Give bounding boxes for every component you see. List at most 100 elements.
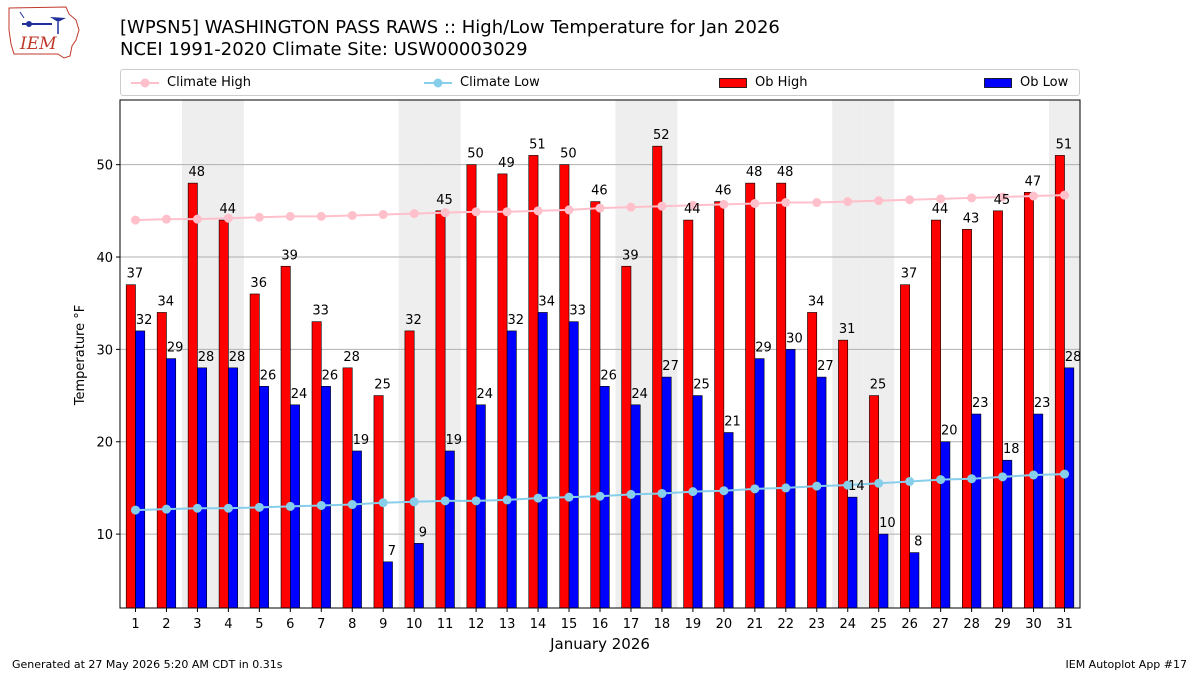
ob-low-data-label: 7 bbox=[388, 544, 396, 559]
ob-high-data-label: 34 bbox=[808, 294, 825, 309]
ob-low-data-label: 20 bbox=[941, 424, 958, 439]
ob-high-data-label: 44 bbox=[219, 202, 236, 217]
x-tick-label: 25 bbox=[870, 617, 887, 632]
climate-high-point bbox=[595, 203, 605, 213]
ob-high-bar bbox=[1054, 155, 1065, 609]
climate-low-point bbox=[409, 497, 419, 507]
ob-high-bar bbox=[776, 182, 787, 609]
generated-note: Generated at 27 May 2026 5:20 AM CDT in … bbox=[12, 658, 283, 671]
climate-high-point bbox=[440, 208, 450, 218]
ob-low-data-label: 28 bbox=[229, 350, 246, 365]
ob-high-data-label: 25 bbox=[870, 378, 887, 393]
x-tick-label: 31 bbox=[1056, 617, 1073, 632]
ob-low-data-label: 32 bbox=[136, 313, 153, 328]
ob-low-data-label: 34 bbox=[538, 294, 555, 309]
climate-high-point bbox=[347, 210, 357, 220]
climate-low-point bbox=[874, 478, 884, 488]
x-tick-label: 7 bbox=[317, 617, 325, 632]
y-tick-label: 10 bbox=[96, 528, 113, 543]
ob-low-data-label: 9 bbox=[419, 525, 427, 540]
ob-high-data-label: 47 bbox=[1025, 174, 1042, 189]
ob-high-bar bbox=[466, 164, 477, 609]
ob-low-data-label: 29 bbox=[755, 341, 772, 356]
ob-high-data-label: 28 bbox=[343, 350, 360, 365]
climate-low-point bbox=[998, 472, 1008, 482]
ob-low-bar bbox=[537, 312, 548, 609]
x-tick-label: 27 bbox=[932, 617, 949, 632]
climate-low-point bbox=[440, 496, 450, 506]
legend-ob-high-swatch bbox=[719, 77, 747, 88]
ob-high-bar bbox=[435, 210, 446, 609]
ob-low-bar bbox=[1064, 367, 1075, 609]
ob-low-bar bbox=[878, 533, 889, 609]
ob-low-data-label: 21 bbox=[724, 415, 741, 430]
legend: Climate High Climate Low Ob High Ob Low bbox=[120, 69, 1080, 96]
ob-high-data-label: 46 bbox=[591, 184, 608, 199]
x-tick-label: 5 bbox=[255, 617, 263, 632]
x-tick-label: 2 bbox=[162, 617, 170, 632]
ob-high-data-label: 36 bbox=[250, 276, 267, 291]
ob-high-data-label: 39 bbox=[622, 248, 639, 263]
ob-low-data-label: 29 bbox=[167, 341, 184, 356]
x-tick-label: 3 bbox=[193, 617, 201, 632]
x-tick-label: 4 bbox=[224, 617, 232, 632]
legend-ob-high: Ob High bbox=[719, 70, 808, 95]
ob-high-bar bbox=[187, 182, 198, 609]
climate-high-point bbox=[1060, 190, 1070, 200]
ob-low-bar bbox=[320, 386, 331, 609]
ob-low-data-label: 19 bbox=[446, 433, 463, 448]
x-tick-label: 24 bbox=[839, 617, 856, 632]
ob-high-data-label: 37 bbox=[901, 267, 918, 282]
ob-low-bar bbox=[197, 367, 208, 609]
legend-ob-low-label: Ob Low bbox=[1020, 75, 1069, 90]
climate-high-point bbox=[192, 214, 202, 224]
climate-low-point bbox=[130, 505, 140, 515]
ob-low-bar bbox=[228, 367, 238, 609]
climate-low-point bbox=[533, 493, 543, 503]
x-tick-label: 1 bbox=[131, 617, 139, 632]
x-tick-label: 6 bbox=[286, 617, 294, 632]
x-tick-label: 14 bbox=[530, 617, 547, 632]
ob-high-bar bbox=[311, 321, 322, 609]
ob-high-bar bbox=[528, 155, 539, 609]
legend-ob-low: Ob Low bbox=[984, 70, 1068, 95]
ob-high-data-label: 48 bbox=[777, 165, 794, 180]
legend-ob-low-swatch bbox=[984, 77, 1012, 88]
climate-low-point bbox=[936, 475, 946, 485]
climate-low-point bbox=[347, 500, 357, 510]
climate-low-point bbox=[905, 476, 915, 486]
ob-low-data-label: 33 bbox=[569, 304, 586, 319]
x-tick-label: 8 bbox=[348, 617, 356, 632]
chart-subtitle: NCEI 1991-2020 Climate Site: USW00003029 bbox=[120, 39, 528, 60]
climate-high-point bbox=[719, 199, 729, 209]
ob-high-data-label: 32 bbox=[405, 313, 422, 328]
ob-high-data-label: 48 bbox=[189, 165, 206, 180]
x-tick-label: 18 bbox=[654, 617, 671, 632]
ob-low-data-label: 26 bbox=[600, 368, 617, 383]
x-tick-label: 23 bbox=[809, 617, 826, 632]
climate-low-point bbox=[285, 501, 295, 511]
x-axis-label: January 2026 bbox=[549, 635, 650, 653]
x-tick-label: 9 bbox=[379, 617, 387, 632]
x-tick-label: 20 bbox=[716, 617, 733, 632]
ob-high-bar bbox=[869, 395, 880, 609]
ob-high-bar bbox=[931, 219, 941, 609]
ob-high-bar bbox=[280, 265, 291, 609]
ob-low-data-label: 32 bbox=[507, 313, 524, 328]
ob-low-data-label: 27 bbox=[662, 359, 679, 374]
ob-high-bar bbox=[714, 201, 725, 609]
ob-low-data-label: 28 bbox=[1065, 350, 1082, 365]
ob-high-bar bbox=[745, 182, 756, 609]
x-tick-label: 10 bbox=[406, 617, 423, 632]
ob-low-bar bbox=[382, 561, 393, 609]
ob-low-data-label: 26 bbox=[322, 368, 339, 383]
x-tick-label: 29 bbox=[994, 617, 1011, 632]
climate-high-point bbox=[223, 213, 233, 223]
ob-low-bar bbox=[816, 376, 827, 609]
y-tick-label: 50 bbox=[96, 159, 113, 174]
ob-low-data-label: 10 bbox=[879, 516, 896, 531]
ob-high-bar bbox=[992, 210, 1003, 609]
climate-low-point bbox=[223, 503, 233, 513]
ob-low-data-label: 26 bbox=[260, 368, 277, 383]
